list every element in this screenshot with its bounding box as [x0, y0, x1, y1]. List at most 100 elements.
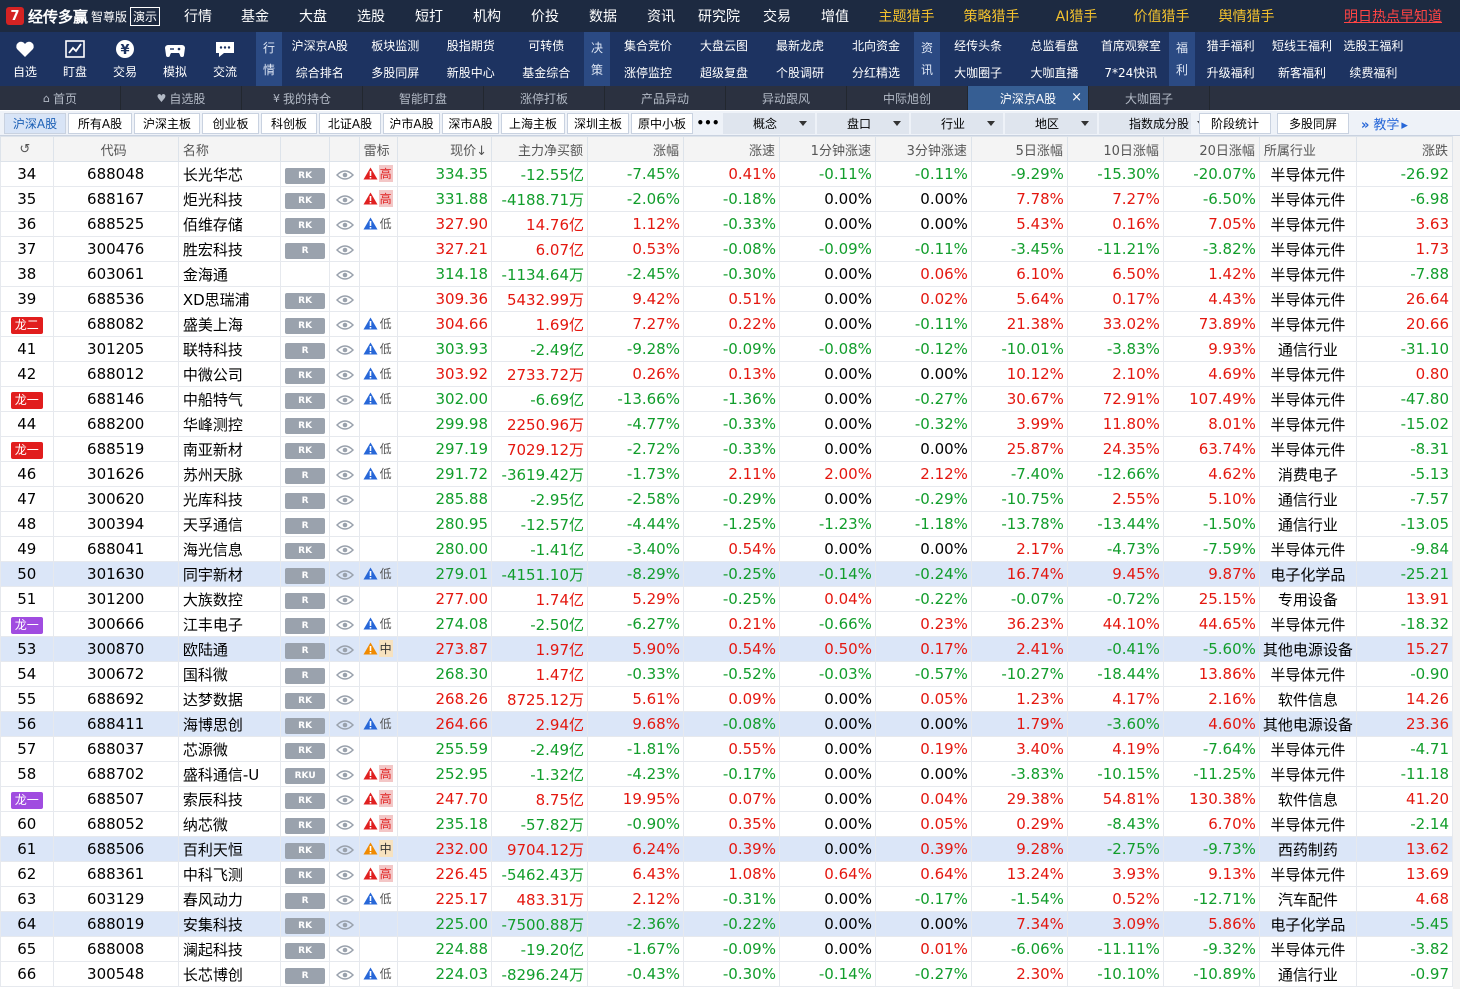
stock-name[interactable]: 澜起科技: [177, 936, 281, 962]
menu-item[interactable]: 主题猎手: [878, 9, 935, 25]
toolbar-link[interactable]: 续费福利: [1349, 66, 1398, 80]
stock-name[interactable]: 胜宏科技: [177, 236, 281, 262]
stock-name[interactable]: 盛美上海: [177, 311, 281, 337]
table-row[interactable]: 53 300870 欧陆通 R 中 273.87 1.97亿 5.90% 0.54% 0.50% 0…: [0, 636, 1454, 662]
table-row[interactable]: 56 688411 海博思创 RK 低 264.66 2.94亿 9.68% -0.08% 0.0…: [0, 711, 1454, 737]
table-row[interactable]: 龙一 688519 南亚新材 RK 低 297.19 7029.12万 -2.72% -0.33…: [0, 436, 1454, 462]
eye-cell[interactable]: [329, 611, 360, 637]
menu-item[interactable]: 舆情猎手: [1218, 9, 1275, 25]
column-header[interactable]: 雷标: [358, 136, 399, 162]
toolbar-link[interactable]: 首席观察室: [1100, 39, 1161, 53]
eye-cell[interactable]: [329, 861, 360, 887]
stock-name[interactable]: 炬光科技: [177, 186, 281, 212]
more-filters-button[interactable]: •••: [696, 116, 720, 130]
column-header[interactable]: 3分钟涨速: [874, 136, 972, 162]
filter-dropdown[interactable]: 盘口: [817, 112, 909, 134]
column-header[interactable]: 10日涨幅: [1066, 136, 1164, 162]
tab-item[interactable]: 中际旭创: [847, 86, 968, 110]
eye-cell[interactable]: [329, 211, 360, 237]
table-row[interactable]: 46 301626 苏州天脉 R 低 291.72 -3619.42万 -1.73% 2.11%…: [0, 461, 1454, 487]
toolbar-link[interactable]: 板块监测: [371, 39, 420, 53]
table-row[interactable]: 44 688200 华峰测控 RK 299.98 2250.96万 -4.77% -0.33%…: [0, 411, 1454, 437]
table-row[interactable]: 58 688702 盛科通信-U RKU 高 252.95 -1.32亿 -4.23% -0.1…: [0, 761, 1454, 787]
close-icon[interactable]: ×: [1071, 90, 1082, 105]
table-row[interactable]: 49 688041 海光信息 RK 280.00 -1.41亿 -3.40% 0.54% 0.0…: [0, 536, 1454, 562]
eye-cell[interactable]: [329, 536, 360, 562]
menu-item[interactable]: 短打: [415, 9, 443, 25]
toolbar-link[interactable]: 个股调研: [775, 66, 824, 80]
stock-name[interactable]: 达梦数据: [177, 686, 281, 712]
stock-name[interactable]: 同宇新材: [177, 561, 281, 587]
eye-cell[interactable]: [329, 961, 360, 987]
stock-name[interactable]: 江丰电子: [177, 611, 281, 637]
stock-name[interactable]: 中船特气: [177, 386, 281, 412]
stock-name[interactable]: 联特科技: [177, 336, 281, 362]
table-row[interactable]: 50 301630 同宇新材 R 低 279.01 -4151.10万 -8.29% -0.25…: [0, 561, 1454, 587]
menu-item[interactable]: AI猎手: [1055, 9, 1098, 25]
toolbar-link[interactable]: 新客福利: [1277, 66, 1326, 80]
column-header[interactable]: 涨跌: [1355, 136, 1454, 162]
table-row[interactable]: 35 688167 炬光科技 RK 高 331.88 -4188.71万 -2.06% -0.1…: [0, 186, 1454, 212]
table-row[interactable]: 龙二 688082 盛美上海 RK 低 304.66 1.69亿 7.27% 0.22% 0.00…: [0, 311, 1454, 337]
stock-name[interactable]: 佰维存储: [177, 211, 281, 237]
tab-item[interactable]: 异动跟风: [726, 86, 847, 110]
toolbar-button[interactable]: 盯盘: [50, 32, 100, 86]
filter-dropdown[interactable]: 指数成分股: [1099, 112, 1206, 134]
toolbar-link[interactable]: 超级复盘: [699, 66, 748, 80]
stock-name[interactable]: 长光华芯: [177, 161, 281, 187]
eye-cell[interactable]: [329, 236, 360, 262]
stock-name[interactable]: XD思瑞浦: [177, 286, 281, 312]
menu-item[interactable]: 价值猎手: [1133, 9, 1190, 25]
market-filter-button[interactable]: 上海主板: [501, 112, 565, 134]
column-header[interactable]: 涨幅: [587, 136, 684, 162]
vertical-scrollbar[interactable]: [1453, 136, 1460, 989]
column-header[interactable]: 现价↓: [397, 136, 493, 162]
column-header[interactable]: 主力净买额: [491, 136, 588, 162]
market-filter-button[interactable]: 所有A股: [68, 112, 132, 134]
table-row[interactable]: 48 300394 天孚通信 R 280.95 -12.57亿 -4.44% -1.25% -1…: [0, 511, 1454, 537]
toolbar-link[interactable]: 选股王福利: [1343, 39, 1404, 53]
stock-name[interactable]: 华峰测控: [177, 411, 281, 437]
eye-cell[interactable]: [329, 761, 360, 787]
stock-name[interactable]: 光库科技: [177, 486, 281, 512]
eye-cell[interactable]: [329, 911, 360, 937]
eye-cell[interactable]: [329, 461, 360, 487]
eye-cell[interactable]: [329, 286, 360, 312]
menu-item[interactable]: 价投: [531, 9, 559, 25]
stock-name[interactable]: 索辰科技: [177, 786, 281, 812]
hot-topics-link[interactable]: 明日热点早知道: [1344, 9, 1442, 25]
toolbar-link[interactable]: 最新龙虎: [775, 39, 824, 53]
toolbar-link[interactable]: 新股中心: [446, 66, 495, 80]
eye-cell[interactable]: [329, 411, 360, 437]
menu-item[interactable]: 机构: [473, 9, 501, 25]
toolbar-link[interactable]: 总监看盘: [1030, 39, 1079, 53]
menu-item[interactable]: 策略猎手: [963, 9, 1020, 25]
menu-item[interactable]: 基金: [241, 9, 269, 25]
column-header[interactable]: 20日涨幅: [1162, 136, 1260, 162]
stock-name[interactable]: 纳芯微: [177, 811, 281, 837]
menu-item[interactable]: 选股: [357, 9, 385, 25]
tab-item[interactable]: 沪深京A股 ×: [968, 86, 1089, 110]
tab-item[interactable]: 产品异动: [605, 86, 726, 110]
market-filter-button[interactable]: 原中小板: [631, 112, 693, 134]
eye-cell[interactable]: [329, 386, 360, 412]
table-row[interactable]: 64 688019 安集科技 RK 225.00 -7500.88万 -2.36% -0.22…: [0, 911, 1454, 937]
teach-link[interactable]: » 教学 ▸: [1361, 114, 1408, 133]
menu-item[interactable]: 大盘: [299, 9, 327, 25]
toolbar-button[interactable]: ¥ 交易: [100, 32, 150, 86]
toolbar-link[interactable]: 短线王福利: [1271, 39, 1332, 53]
toolbar-link[interactable]: 基金综合: [522, 66, 571, 80]
tab-item[interactable]: ¥ 我的持仓: [242, 86, 363, 110]
table-row[interactable]: 37 300476 胜宏科技 R 327.21 6.07亿 0.53% -0.08% -0.09…: [0, 236, 1454, 262]
toolbar-button[interactable]: 模拟: [150, 32, 200, 86]
table-row[interactable]: 39 688536 XD思瑞浦 RK 309.36 5432.99万 9.42% 0.51% 0…: [0, 286, 1454, 312]
stock-name[interactable]: 安集科技: [177, 911, 281, 937]
column-header[interactable]: 代码: [52, 136, 179, 162]
table-row[interactable]: 55 688692 达梦数据 RK 268.26 8725.12万 5.61% 0.09% 0.…: [0, 686, 1454, 712]
table-row[interactable]: 龙一 688146 中船特气 RK 低 302.00 -6.69亿 -13.66% -1.36%…: [0, 386, 1454, 412]
action-button[interactable]: 多股同屏: [1277, 112, 1349, 134]
toolbar-link[interactable]: 可转债: [528, 39, 565, 53]
market-filter-button[interactable]: 深圳主板: [567, 112, 629, 134]
market-filter-button[interactable]: 沪市A股: [383, 112, 440, 134]
toolbar-link[interactable]: 涨停监控: [623, 66, 672, 80]
